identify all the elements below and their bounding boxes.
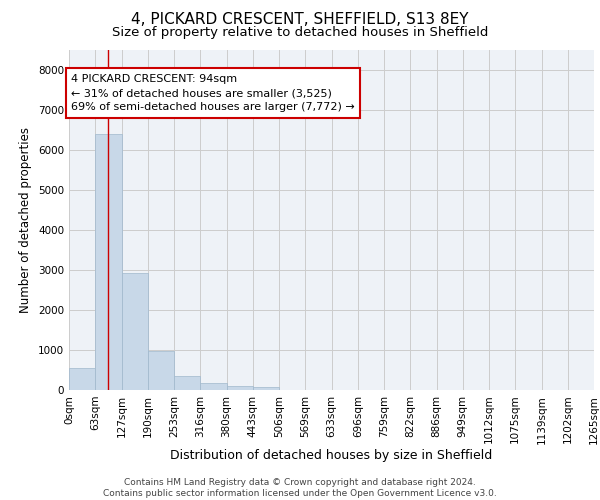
- Bar: [69, 368, 95, 390]
- Bar: [253, 387, 279, 390]
- Bar: [174, 376, 200, 390]
- Text: 4 PICKARD CRESCENT: 94sqm
← 31% of detached houses are smaller (3,525)
69% of se: 4 PICKARD CRESCENT: 94sqm ← 31% of detac…: [71, 74, 355, 112]
- Bar: [200, 383, 227, 390]
- Y-axis label: Number of detached properties: Number of detached properties: [19, 127, 32, 313]
- Bar: [95, 134, 121, 390]
- Bar: [121, 273, 148, 390]
- Bar: [227, 386, 253, 390]
- X-axis label: Distribution of detached houses by size in Sheffield: Distribution of detached houses by size …: [170, 449, 493, 462]
- Text: 4, PICKARD CRESCENT, SHEFFIELD, S13 8EY: 4, PICKARD CRESCENT, SHEFFIELD, S13 8EY: [131, 12, 469, 28]
- Bar: [148, 351, 174, 390]
- Text: Contains HM Land Registry data © Crown copyright and database right 2024.
Contai: Contains HM Land Registry data © Crown c…: [103, 478, 497, 498]
- Text: Size of property relative to detached houses in Sheffield: Size of property relative to detached ho…: [112, 26, 488, 39]
